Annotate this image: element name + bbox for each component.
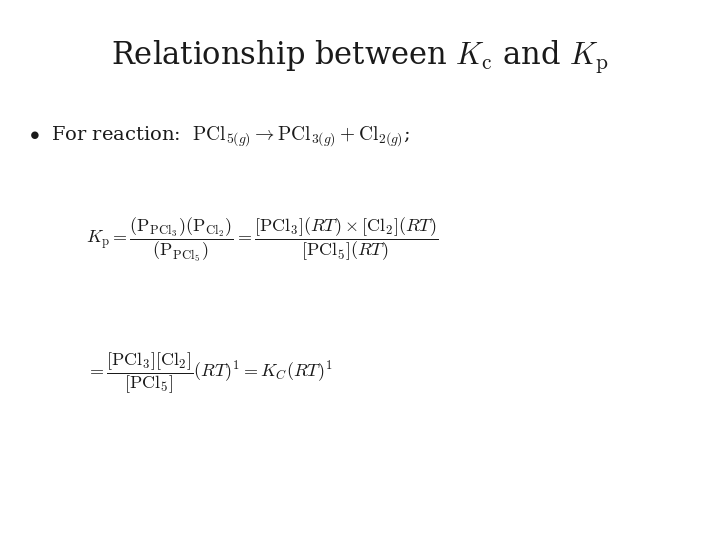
Text: $= \dfrac{[\mathrm{PCl_3}][\mathrm{Cl_2}]}{[\mathrm{PCl_5}]}(RT)^{1} = K_C(RT)^{: $= \dfrac{[\mathrm{PCl_3}][\mathrm{Cl_2}… bbox=[86, 351, 333, 396]
Text: Relationship between $K_\mathrm{c}$ and $K_\mathrm{p}$: Relationship between $K_\mathrm{c}$ and … bbox=[111, 38, 609, 75]
Text: $\bullet$  For reaction:  $\mathrm{PCl}_{5(g)} \rightarrow \mathrm{PCl}_{3(g)} +: $\bullet$ For reaction: $\mathrm{PCl}_{5… bbox=[29, 124, 410, 148]
Text: $K_\mathrm{p} = \dfrac{(\mathrm{P_{PCl_3}})(\mathrm{P_{Cl_2}})}{(\mathrm{P_{PCl_: $K_\mathrm{p} = \dfrac{(\mathrm{P_{PCl_3… bbox=[86, 216, 439, 264]
